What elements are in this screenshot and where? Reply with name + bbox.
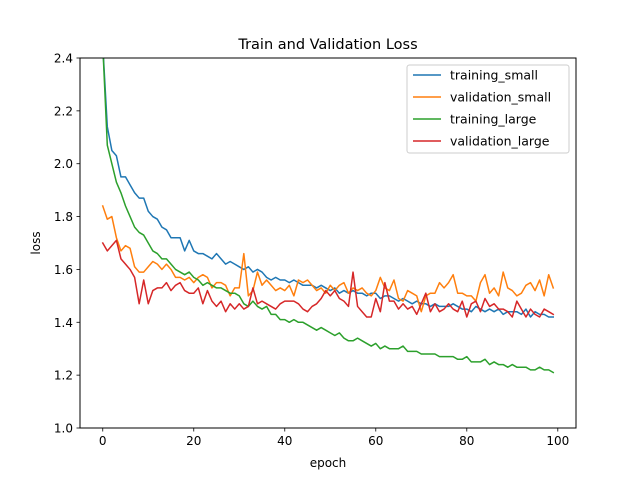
series-group	[101, 58, 555, 374]
x-tick-label: 40	[277, 434, 292, 448]
plot-frame	[79, 57, 577, 429]
x-tick-label: 20	[186, 434, 201, 448]
y-tick-label: 1.0	[54, 422, 73, 436]
legend-label-validation-small: validation_small	[450, 90, 551, 105]
legend-label-validation-large: validation_large	[450, 134, 550, 149]
x-tick-label: 0	[99, 434, 107, 448]
chart-title: Train and Validation Loss	[237, 37, 417, 53]
y-axis-title: loss	[29, 231, 43, 254]
y-axis: 1.0 1.2 1.4 1.6 1.8 2.0 2.2 2.4	[54, 52, 80, 436]
plot-area	[79, 57, 577, 429]
y-tick-label: 2.2	[54, 104, 73, 118]
y-tick-label: 2.4	[54, 52, 73, 66]
legend: training_small validation_small training_l…	[406, 64, 570, 154]
x-axis: 0 20 40 60 80 100	[99, 428, 569, 448]
x-axis-title: epoch	[310, 456, 347, 470]
y-tick-label: 2.0	[54, 157, 73, 171]
series-line-validation-small	[101, 205, 555, 313]
legend-label-training-large: training_large	[450, 112, 537, 127]
legend-label-training-small: training_small	[450, 68, 538, 83]
series-line-validation-large	[101, 239, 555, 318]
y-tick-label: 1.4	[54, 316, 73, 330]
y-tick-label: 1.2	[54, 369, 73, 383]
y-tick-label: 1.8	[54, 210, 73, 224]
series-line-training-large	[102, 58, 555, 374]
legend-box	[406, 64, 570, 154]
x-tick-label: 100	[546, 434, 569, 448]
y-tick-label: 1.6	[54, 263, 73, 277]
x-tick-label: 80	[459, 434, 474, 448]
x-tick-label: 60	[368, 434, 383, 448]
